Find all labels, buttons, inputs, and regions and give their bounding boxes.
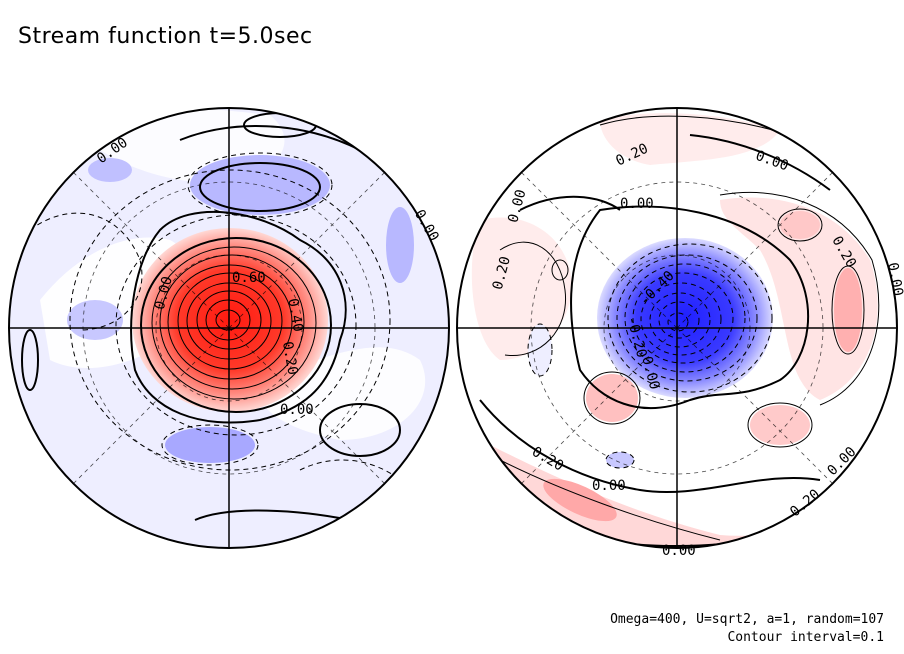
left-blue-patch <box>88 158 132 182</box>
left-blue-patch <box>386 207 414 283</box>
right-pink-patch <box>750 405 810 445</box>
parameters-note: Omega=400, U=sqrt2, a=1, random=107 <box>610 612 884 627</box>
right-blue-patch <box>528 324 552 376</box>
right-pink-region <box>471 217 572 360</box>
right-pink-region <box>720 197 878 400</box>
contour-label: 0.40 <box>284 297 306 333</box>
left-blue-patch <box>67 300 123 340</box>
right-blue-core <box>597 238 773 398</box>
contour-label: 0.00 <box>662 543 696 559</box>
contour-label: 0.00 <box>280 402 314 418</box>
figure-title: Stream function t=5.0sec <box>18 24 313 49</box>
contour-label: 0.20 <box>279 340 301 376</box>
contour-label: 0.60 <box>232 270 266 286</box>
contour-label: 0.00 <box>592 478 626 494</box>
left-contour-labels: 0.00 0.00 0.00 0.60 0.40 0.20 0.00 <box>94 135 442 418</box>
right-pink-patch <box>780 211 820 239</box>
contour-label: 0.00 <box>620 196 654 212</box>
right-pink-patch <box>543 478 617 522</box>
right-pink-patch <box>834 268 862 352</box>
right-pink-region <box>600 113 780 165</box>
left-red-core <box>132 228 328 412</box>
left-blue-patch <box>165 427 255 463</box>
right-contour-labels: 0.20 0.00 0.00 0.00 0.20 0.20 0.00 -0.40… <box>490 141 904 559</box>
contour-label: 0.00 <box>884 261 904 297</box>
right-blue-patch <box>606 452 634 468</box>
left-blue-patch <box>190 155 330 215</box>
contour-interval-note: Contour interval=0.1 <box>727 630 884 645</box>
